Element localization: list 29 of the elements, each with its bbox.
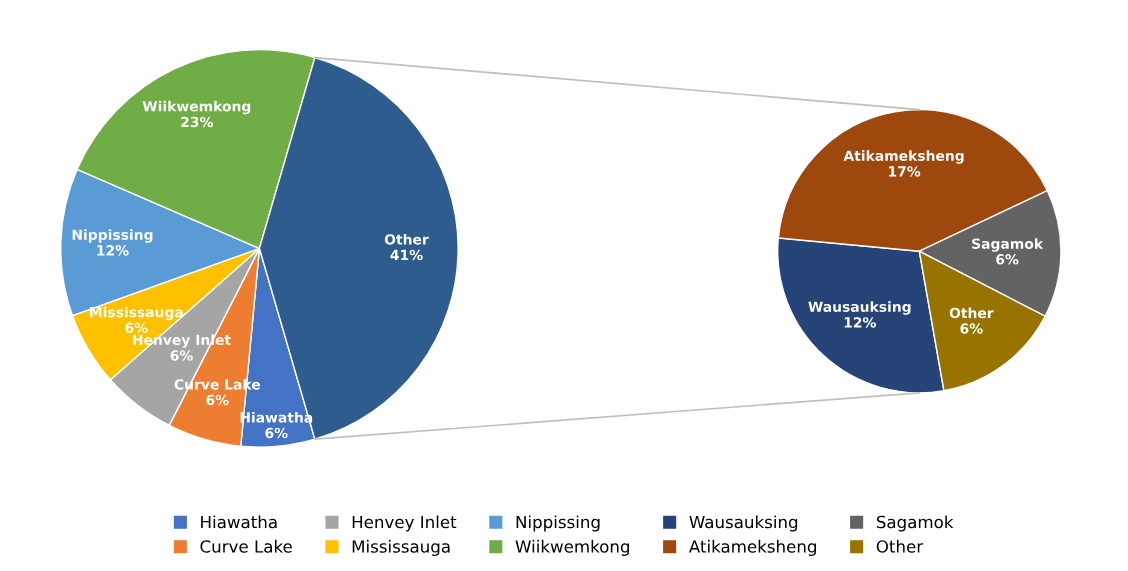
data-label: 17%: [889, 166, 921, 177]
legend-label: Mississauga: [352, 539, 450, 556]
legend-label: Wiikwemkong: [515, 539, 629, 556]
legend-label: Sagamok: [876, 515, 954, 532]
slice-label: Other: [949, 307, 994, 319]
data-label: 6%: [996, 254, 1019, 265]
legend-label: Henvey Inlet: [352, 515, 457, 532]
slice-label: Mississauga: [90, 306, 183, 321]
data-label: 6%: [265, 427, 288, 439]
data-label: 6%: [960, 323, 983, 334]
slice-label: Atikameksheng: [843, 150, 964, 164]
data-label: 6%: [170, 350, 193, 361]
legend-label: Wausauksing: [689, 515, 798, 532]
slice-label: Other: [384, 233, 429, 245]
data-label: 6%: [125, 322, 148, 334]
legend-label: Atikameksheng: [688, 539, 816, 556]
data-label: 12%: [97, 245, 129, 256]
data-label: 12%: [844, 317, 876, 328]
slice-label: Nippissing: [72, 229, 153, 243]
legend-label: Hiawatha: [201, 515, 277, 529]
data-label: 41%: [390, 249, 423, 261]
legend-label: Nippissing: [516, 515, 600, 532]
slice-label: Sagamok: [972, 238, 1044, 252]
slice-label: Wausauksing: [808, 301, 911, 315]
slice-label: Wiikwemkong: [142, 100, 251, 115]
legend-label: Curve Lake: [200, 539, 292, 553]
legend-label: Other: [876, 539, 924, 553]
data-label: 23%: [181, 116, 214, 128]
data-label: 6%: [206, 394, 229, 406]
